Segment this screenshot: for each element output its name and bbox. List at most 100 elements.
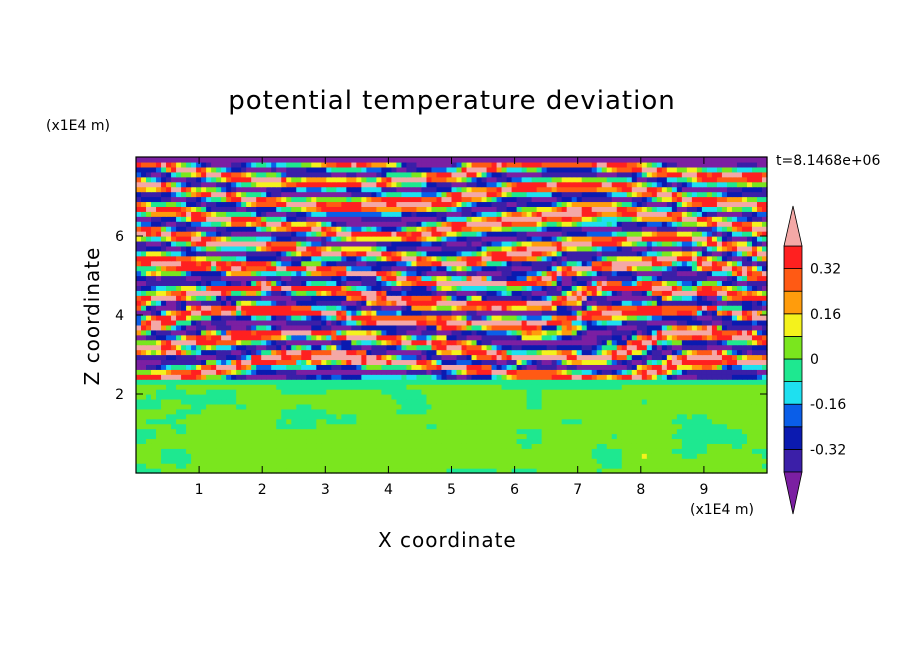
field-cell <box>361 329 367 336</box>
field-cell <box>336 290 342 296</box>
field-cell <box>151 305 157 311</box>
field-cell <box>731 364 738 370</box>
field-cell <box>481 339 488 346</box>
field-cell <box>441 364 448 370</box>
field-cell <box>411 295 418 301</box>
field-cell <box>756 364 763 370</box>
field-cell <box>681 438 688 444</box>
field-cell <box>216 354 222 361</box>
field-cell <box>706 305 713 311</box>
field-cell <box>631 389 638 395</box>
field-cell <box>336 374 342 380</box>
field-cell <box>191 310 197 316</box>
field-cell <box>366 280 372 286</box>
field-cell <box>281 458 287 464</box>
field-cell <box>396 453 403 459</box>
field-cell <box>711 448 718 454</box>
field-cell <box>506 379 513 385</box>
field-cell <box>286 384 292 390</box>
field-cell <box>256 443 262 449</box>
field-cell <box>751 339 758 346</box>
field-cell <box>156 433 162 440</box>
field-cell <box>486 364 493 370</box>
field-cell <box>616 290 623 296</box>
field-cell <box>211 438 217 444</box>
field-cell <box>371 329 377 336</box>
field-cell <box>191 389 197 395</box>
field-cell <box>271 403 277 410</box>
field-cell <box>751 285 758 291</box>
field-cell <box>266 290 272 296</box>
field-cell <box>301 453 307 459</box>
field-cell <box>181 379 187 385</box>
field-cell <box>191 359 197 365</box>
field-cell <box>531 344 538 351</box>
field-cell <box>681 418 688 425</box>
field-cell <box>141 384 147 390</box>
field-cell <box>706 428 713 435</box>
field-cell <box>621 300 628 306</box>
field-cell <box>326 275 332 282</box>
field-cell <box>171 438 177 444</box>
field-cell <box>301 448 307 454</box>
field-cell <box>431 448 438 454</box>
field-cell <box>606 339 613 346</box>
field-cell <box>746 403 753 410</box>
field-cell <box>201 349 207 356</box>
field-cell <box>566 319 573 326</box>
field-cell <box>586 369 593 375</box>
field-cell <box>206 315 212 321</box>
field-cell <box>246 344 252 351</box>
field-cell <box>581 438 588 444</box>
field-cell <box>221 413 227 420</box>
field-cell <box>536 319 543 326</box>
field-cell <box>331 463 337 469</box>
field-cell <box>261 408 267 415</box>
field-cell <box>541 463 548 469</box>
field-cell <box>721 408 728 415</box>
field-cell <box>201 329 207 336</box>
field-cell <box>611 334 618 341</box>
field-cell <box>476 329 483 336</box>
field-cell <box>481 374 488 380</box>
field-cell <box>411 443 418 449</box>
field-cell <box>336 359 342 365</box>
field-cell <box>401 369 408 375</box>
field-cell <box>361 389 367 395</box>
field-cell <box>666 349 673 356</box>
field-cell <box>551 364 558 370</box>
field-cell <box>531 305 538 311</box>
field-cell <box>496 310 503 316</box>
field-cell <box>656 310 663 316</box>
field-cell <box>341 310 347 316</box>
field-cell <box>146 315 152 321</box>
field-cell <box>361 349 367 356</box>
field-cell <box>216 369 222 375</box>
field-cell <box>181 369 187 375</box>
field-cell <box>626 453 633 459</box>
field-cell <box>511 448 518 454</box>
field-cell <box>456 319 463 326</box>
field-cell <box>466 438 473 444</box>
field-cell <box>361 418 367 425</box>
field-cell <box>181 364 187 370</box>
field-cell <box>511 379 518 385</box>
field-cell <box>321 280 327 286</box>
field-cell <box>476 463 483 469</box>
field-cell <box>381 359 387 365</box>
field-cell <box>296 290 302 296</box>
field-cell <box>181 423 187 430</box>
field-cell <box>701 324 708 331</box>
field-cell <box>561 408 568 415</box>
field-cell <box>176 453 182 459</box>
field-cell <box>621 443 628 449</box>
field-cell <box>541 418 548 425</box>
field-cell <box>591 433 598 440</box>
field-cell <box>396 295 403 301</box>
field-cell <box>181 329 187 336</box>
field-cell <box>511 300 518 306</box>
field-cell <box>601 428 608 435</box>
field-cell <box>436 423 443 430</box>
field-cell <box>586 384 593 390</box>
field-cell <box>541 398 548 405</box>
